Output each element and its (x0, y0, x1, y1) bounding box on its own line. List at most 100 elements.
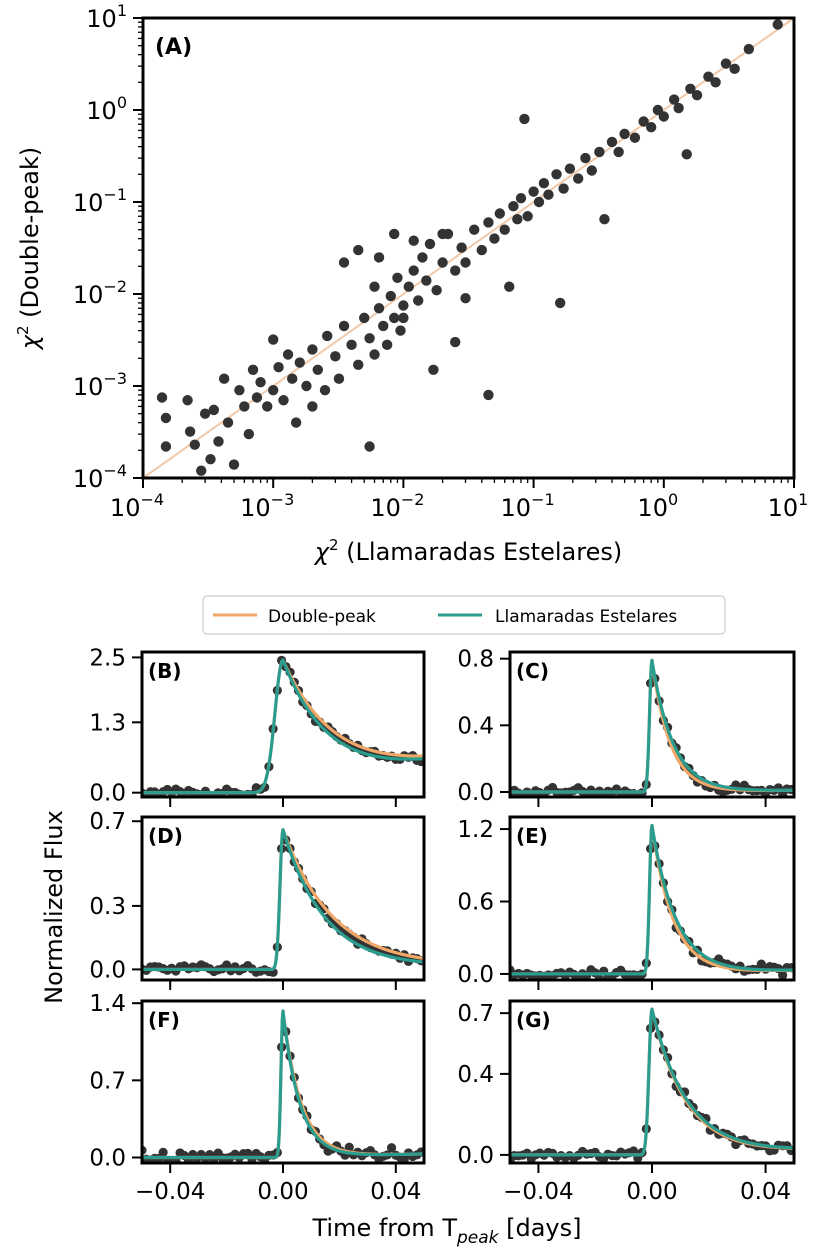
data-point (373, 303, 385, 314)
y-tick-label: 0.7 (89, 1068, 126, 1094)
y-axis-label: χ2 (Double-peak) (14, 147, 44, 351)
data-point (222, 417, 234, 428)
double-peak-curve (142, 658, 424, 795)
tick-exponent: −4 (140, 490, 164, 509)
data-point (594, 146, 605, 158)
data-point (554, 297, 566, 309)
data-point (629, 132, 641, 143)
panel-label: (B) (148, 659, 182, 683)
tick-base: 10 (370, 494, 401, 522)
tick-exponent: −4 (103, 461, 127, 480)
axis-label-symbol: χ (16, 334, 44, 351)
scatter-chart: 10−4 10−3 10−2 10−1 100 10110−410−310−210−110… (14, 1, 808, 566)
data-point (408, 265, 419, 276)
data-point (619, 128, 630, 140)
panel-contents (510, 1007, 794, 1163)
x-tick-label: 0.04 (740, 1179, 791, 1205)
x-tick-label: 100 (637, 490, 678, 522)
plot-frame-a (141, 16, 796, 480)
data-point (658, 111, 669, 122)
data-point (392, 272, 403, 283)
data-point (469, 224, 480, 235)
x-tick-label: 10−2 (370, 490, 424, 522)
tick-base: 10 (73, 465, 104, 493)
data-point (499, 224, 510, 235)
data-point (301, 380, 312, 392)
data-point (710, 77, 721, 88)
y-tick-label: 10−2 (73, 277, 127, 309)
data-point (645, 122, 657, 133)
data-point (369, 281, 380, 292)
tick-base: 10 (73, 373, 104, 401)
tick-exponent: 1 (798, 490, 808, 509)
data-point (599, 214, 610, 225)
data-point (199, 408, 211, 419)
data-point (437, 228, 448, 240)
data-point (294, 357, 305, 368)
data-point (228, 459, 240, 470)
shared-y-axis-label: Normalized Flux (40, 810, 68, 1004)
tick-exponent: 1 (117, 1, 127, 20)
y-tick-label: 0.7 (89, 809, 126, 835)
tick-base: 10 (637, 494, 668, 522)
observed-point (628, 1146, 639, 1156)
data-point (673, 102, 684, 114)
data-point (359, 312, 370, 324)
data-point (189, 439, 201, 450)
x-tick-label: −0.04 (135, 1179, 205, 1205)
data-point (508, 201, 519, 212)
y-tick-label: 0.6 (457, 890, 494, 916)
data-point (476, 244, 487, 256)
data-point (398, 300, 409, 311)
x-label-subscript: peak (456, 1228, 500, 1248)
data-point (668, 94, 680, 105)
identity-line (142, 17, 795, 479)
data-point (262, 401, 273, 412)
data-point (403, 281, 414, 292)
light-curve-panel: 0.0 0.6 1.2 (E) (457, 815, 796, 990)
data-point (373, 252, 385, 263)
data-point (160, 412, 172, 424)
tick-base: 10 (86, 97, 117, 125)
x-tick-label: 10−1 (501, 490, 555, 522)
axis-label-text: (Llamaradas Estelares) (339, 538, 623, 566)
data-point (381, 339, 393, 351)
llamaradas-curve (142, 828, 424, 972)
y-tick-label: 1.4 (89, 991, 126, 1017)
y-tick-label: 1.2 (457, 817, 494, 843)
data-point (522, 211, 533, 222)
tick-exponent: −3 (103, 369, 127, 388)
data-point (312, 364, 323, 375)
y-tick-label: 10−4 (73, 461, 127, 493)
legend-label: Llamaradas Estelares (495, 607, 677, 627)
y-tick-label: 0.0 (457, 1143, 494, 1169)
data-point (184, 426, 196, 437)
data-point (450, 336, 461, 348)
data-point (268, 385, 279, 396)
tick-exponent: −1 (531, 490, 555, 509)
data-point (413, 295, 424, 306)
data-point (431, 284, 442, 296)
data-point (538, 178, 550, 189)
light-curve-panel: −0.04 0.00 0.04 0.0 0.4 0.7 (G) (457, 999, 796, 1205)
data-point (282, 349, 294, 360)
observed-point (386, 1143, 397, 1153)
y-tick-label: 0.3 (89, 894, 126, 920)
data-point (364, 441, 375, 452)
data-point (208, 404, 220, 416)
data-point (239, 401, 250, 412)
x-tick-label: 0.00 (626, 1179, 677, 1205)
x-tick-label: −0.04 (503, 1179, 573, 1205)
data-point (638, 116, 649, 127)
data-point (205, 454, 216, 465)
data-point (551, 169, 562, 180)
y-tick-label: 0.0 (89, 1145, 126, 1171)
data-point (772, 19, 783, 30)
x-label-main: Time from T (311, 1214, 457, 1242)
shared-labels: Normalized Flux Time from Tpeak [days] (40, 810, 582, 1248)
llamaradas-curve (510, 658, 794, 794)
data-point (483, 217, 494, 228)
data-point (385, 290, 396, 302)
y-tick-label: 0.8 (457, 647, 494, 673)
data-point (182, 395, 193, 406)
